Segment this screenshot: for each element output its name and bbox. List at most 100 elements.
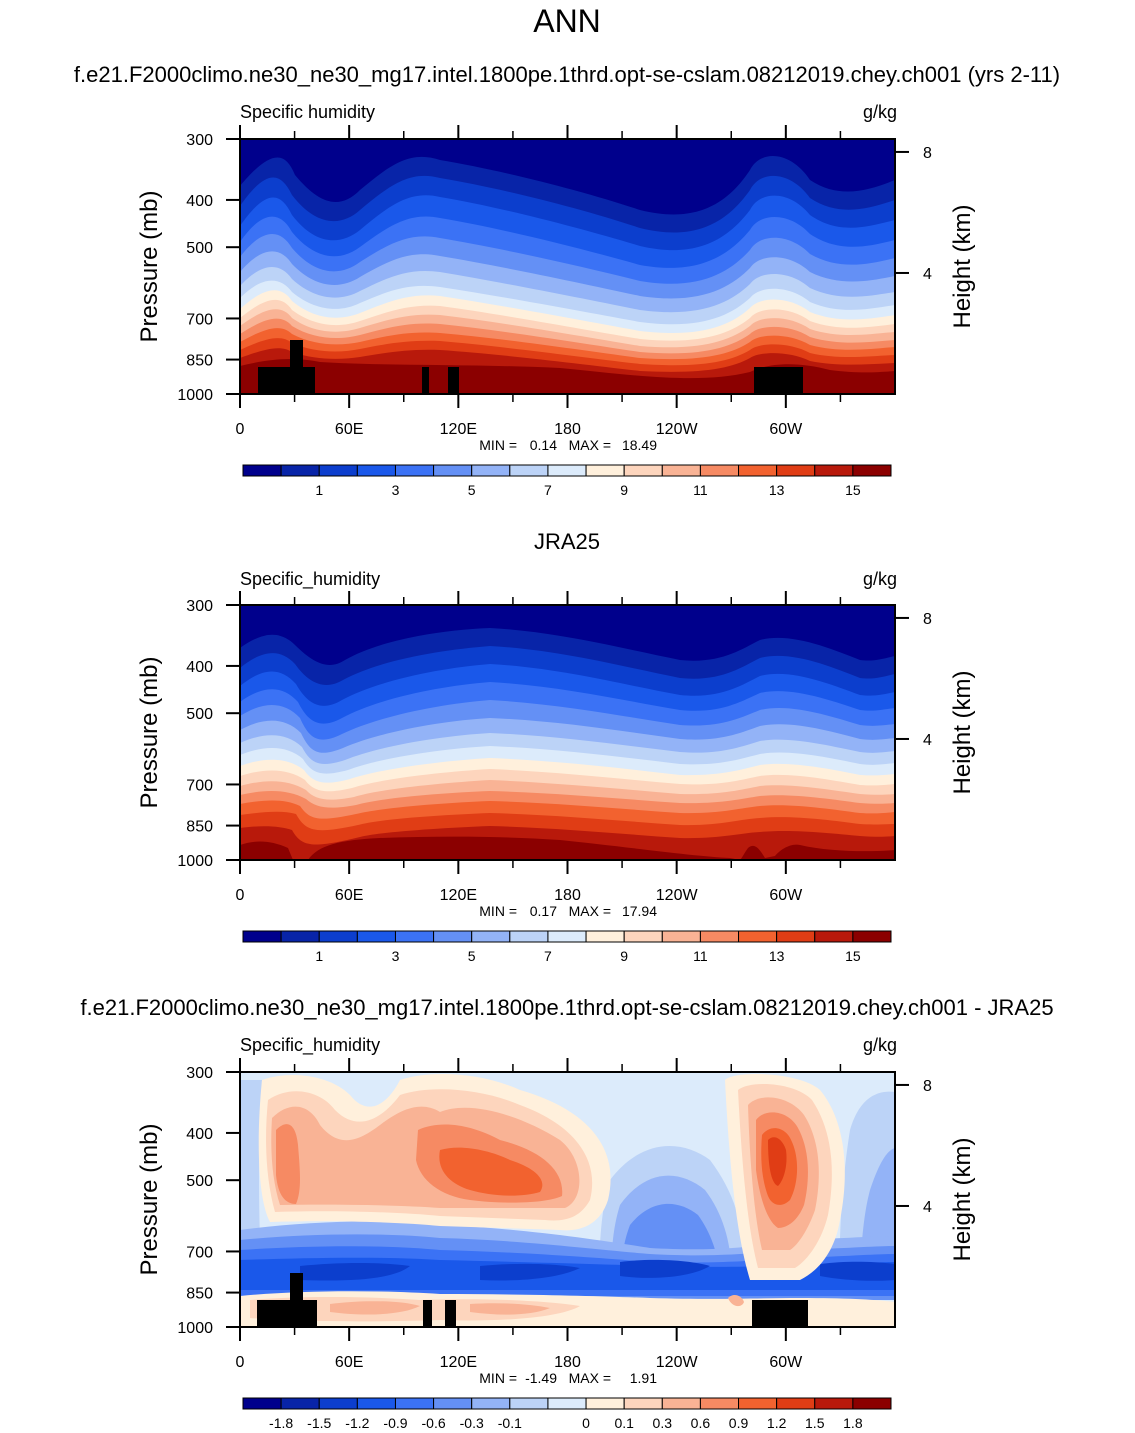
colorbar-label: -0.9 [383,1415,407,1431]
colorbar-label: 7 [544,482,552,498]
y-axis-title: Pressure (mb) [136,1123,163,1275]
x-tick-label: 60E [335,421,363,438]
y-axis-title: Pressure (mb) [136,190,163,342]
colorbar-swatch [585,1397,625,1410]
contour-field [240,1072,895,1327]
colorbar-label: -0.3 [460,1415,484,1431]
y2-tick-label: 4 [923,1199,932,1216]
colorbar-label: -0.1 [498,1415,522,1431]
panel-heading: JRA25 [534,529,600,554]
y-tick-label: 300 [186,132,213,149]
colorbar-swatch [318,1397,358,1410]
colorbar-swatch [585,464,625,477]
colorbar-swatch [776,464,816,477]
x-tick-label: 120W [656,421,699,438]
colorbar-swatch [509,1397,549,1410]
panel-difference: f.e21.F2000climo.ne30_ne30_mg17.intel.18… [80,995,1053,1431]
contour-band [250,1297,580,1322]
colorbar-label: 15 [845,948,861,964]
colorbar-swatch [356,464,396,477]
colorbar-swatch [738,1397,778,1410]
colorbar-swatch [738,464,778,477]
stats-max-value: 1.91 [630,1370,657,1386]
x-tick-label: 120E [440,887,477,904]
colorbar-swatch [547,930,587,943]
colorbar-swatch [509,464,549,477]
colorbar-swatch [852,464,892,477]
colorbar-swatch [394,1397,435,1410]
y-tick-label: 300 [186,1065,213,1082]
contour-band [330,1295,744,1315]
colorbar-swatch [242,464,282,477]
colorbar-swatch [814,1397,854,1410]
colorbar-label: 3 [392,482,400,498]
colorbar-swatch [661,1397,701,1410]
colorbar-swatch [699,464,740,477]
y2-axis-title: Height (km) [949,1137,976,1261]
contour-band [768,1137,787,1186]
colorbar-swatch [433,464,473,477]
colorbar-swatch [318,930,358,943]
colorbar-swatch [242,930,282,943]
colorbar: -1.8 -1.5 -1.2 -0.9 -0.6 -0.3 -0.1 0 0.1 0.3 0.6 0.… [242,1397,892,1431]
colorbar-swatch [623,1397,663,1410]
panel-heading: f.e21.F2000climo.ne30_ne30_mg17.intel.18… [80,995,1053,1020]
contour-band [240,359,895,394]
panel-observations: JRA25 Specific_humidity g/kg 0 60E 120E 180… [136,529,976,964]
colorbar-label: 0 [582,1415,590,1431]
x-tick-label: 120W [656,887,699,904]
x-tick-label: 180 [554,421,581,438]
colorbar-label: 7 [544,948,552,964]
colorbar-swatch [356,930,396,943]
variable-label: Specific_humidity [240,1035,380,1056]
x-tick-label: 0 [236,887,245,904]
units-label: g/kg [863,102,897,122]
colorbar-label: 9 [620,482,628,498]
contour-band [439,1147,543,1196]
colorbar-label: 1.5 [805,1415,825,1431]
colorbar-swatch [394,930,435,943]
y-tick-label: 1000 [177,853,213,870]
colorbar-label: 13 [769,948,785,964]
colorbar-label: 1 [315,948,323,964]
stats-min-value: 0.17 [530,903,557,919]
y-tick-label: 850 [186,353,213,370]
y-tick-label: 400 [186,193,213,210]
colorbar-swatch [280,930,320,943]
axes: 0 60E 120E 180 120W 60W 300 400 500 700 850 1000 8 4 P… [136,125,976,453]
colorbar-label: -0.6 [422,1415,446,1431]
colorbar: 1 3 5 7 9 11 13 15 [242,464,892,498]
colorbar-swatch [623,930,663,943]
colorbar-swatch [738,930,778,943]
colorbar-label: 0.3 [653,1415,673,1431]
colorbar-swatch [433,930,473,943]
x-tick-label: 60W [769,887,803,904]
stats-min-label: MIN = [479,903,517,919]
colorbar-label: 1 [315,482,323,498]
colorbar-swatch [509,930,549,943]
colorbar-swatch [776,1397,816,1410]
colorbar-swatch [699,1397,740,1410]
colorbar-label: 11 [693,948,708,964]
topography-mask [448,367,459,394]
colorbar-label: 0.1 [614,1415,634,1431]
contour-band [300,1259,895,1281]
colorbar-swatch [471,1397,511,1410]
stats-min-value: 0.14 [530,437,557,453]
colorbar-swatch [242,1397,282,1410]
y-tick-label: 400 [186,1126,213,1143]
stats-min-value: -1.49 [525,1370,557,1386]
colorbar-swatch [661,930,701,943]
axes: 0 60E 120E 180 120W 60W 300 400 500 700 850 1000 8 4 P… [136,1058,976,1386]
y2-tick-label: 8 [923,611,932,628]
y-tick-label: 400 [186,659,213,676]
variable-label: Specific humidity [240,102,375,122]
colorbar-swatch [280,464,320,477]
stats-max-value: 18.49 [622,437,657,453]
colorbar-swatch [585,930,625,943]
colorbar-label: 0.6 [691,1415,711,1431]
colorbar-swatch [280,1397,320,1410]
colorbar-label: 15 [845,482,861,498]
colorbar-label: -1.2 [345,1415,369,1431]
